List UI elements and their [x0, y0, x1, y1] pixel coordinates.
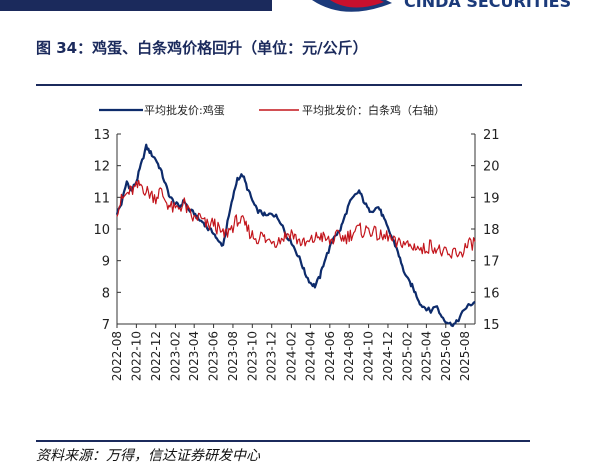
x-tick-label: 2024-06 [323, 331, 337, 381]
chart-title: 图 34：鸡蛋、白条鸡价格回升（单位：元/公斤） [36, 39, 368, 57]
y-tick-right-label: 19 [483, 191, 500, 206]
legend: 平均批发价:鸡蛋 平均批发价：白条鸡（右轴） [99, 103, 445, 117]
y-tick-left-label: 10 [93, 223, 110, 238]
x-tick-label: 2023-06 [207, 331, 221, 381]
source-note: 资料来源：万得，信达证券研发中心 [36, 448, 261, 464]
x-tick-label: 2022-12 [149, 331, 163, 381]
x-tick-label: 2024-04 [303, 331, 317, 381]
y-tick-left-label: 8 [102, 286, 110, 301]
x-tick-label: 2023-10 [245, 331, 259, 381]
x-tick-label: 2023-08 [226, 331, 240, 381]
chart-axes: 13 12 11 10 9 8 7 21 20 19 18 17 16 15 2022-08 2022-10 2… [93, 128, 499, 381]
y-tick-left-label: 11 [93, 191, 110, 206]
x-tick-label: 2024-08 [342, 331, 356, 381]
series-line-chicken [116, 179, 476, 259]
brand-text: CINDA SECURITIES [404, 0, 571, 11]
x-tick-label: 2022-10 [129, 331, 143, 381]
y-tick-left-label: 9 [102, 255, 110, 270]
x-tick-label: 2023-02 [168, 331, 182, 381]
legend-label-egg: 平均批发价:鸡蛋 [144, 103, 225, 117]
x-tick-label: 2025-06 [439, 331, 453, 381]
y-tick-right-label: 20 [483, 160, 500, 175]
x-tick-label: 2025-04 [419, 331, 433, 381]
x-tick-label: 2023-12 [265, 331, 279, 381]
y-tick-left-label: 7 [102, 318, 110, 333]
y-tick-right-label: 17 [483, 255, 500, 270]
x-tick-label: 2025-08 [458, 331, 472, 381]
x-tick-label: 2024-10 [362, 331, 376, 381]
legend-label-chicken: 平均批发价：白条鸡（右轴） [302, 103, 445, 117]
x-tick-label: 2024-12 [381, 331, 395, 381]
y-tick-right-label: 16 [483, 286, 500, 301]
header-bar [0, 0, 272, 11]
y-tick-right-label: 15 [483, 318, 500, 333]
x-tick-label: 2023-04 [187, 331, 201, 381]
x-tick-label: 2025-02 [401, 331, 415, 381]
series-line-egg [115, 143, 476, 328]
x-tick-label: 2022-08 [110, 331, 124, 381]
x-tick-label: 2024-02 [284, 331, 298, 381]
y-tick-left-label: 13 [93, 128, 110, 143]
y-tick-left-label: 12 [93, 160, 110, 175]
y-tick-right-label: 18 [483, 223, 500, 238]
series-layer [115, 143, 476, 328]
y-tick-right-label: 21 [483, 128, 500, 143]
brand-logo: CINDA SECURITIES [312, 0, 571, 12]
